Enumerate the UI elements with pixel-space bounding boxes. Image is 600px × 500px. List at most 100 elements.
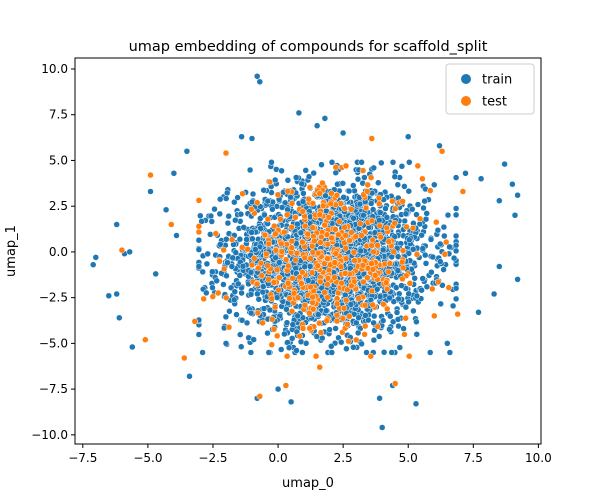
train-point: [437, 300, 444, 308]
train-point: [378, 159, 385, 167]
test-point: [306, 324, 313, 332]
train-point: [204, 250, 211, 258]
train-point: [375, 333, 383, 340]
test-point: [368, 217, 376, 225]
test-point: [328, 234, 335, 242]
train-point: [305, 173, 313, 180]
test-point: [369, 236, 376, 244]
train-point: [216, 195, 224, 203]
train-point: [249, 235, 256, 243]
train-point: [228, 263, 236, 270]
test-point: [389, 197, 396, 205]
test-point: [375, 194, 383, 202]
test-point: [385, 238, 393, 245]
test-point: [406, 280, 414, 287]
train-point: [207, 231, 214, 238]
train-point: [376, 217, 383, 224]
test-point: [266, 178, 274, 186]
test-point: [301, 301, 309, 309]
y-tick-label: 10.0: [41, 62, 68, 76]
test-point: [383, 224, 391, 232]
train-point: [237, 210, 245, 218]
train-point: [386, 326, 393, 333]
train-point: [406, 236, 413, 244]
test-point: [368, 287, 376, 295]
test-point: [307, 255, 314, 262]
train-point: [413, 318, 420, 326]
train-point: [293, 347, 300, 354]
test-point: [332, 226, 339, 233]
train-point: [420, 204, 427, 212]
train-point: [339, 129, 347, 137]
train-point: [449, 302, 457, 310]
legend-label-test: test: [482, 95, 507, 110]
test-point: [209, 293, 217, 300]
test-point: [283, 240, 290, 248]
test-point: [334, 289, 342, 297]
train-point: [92, 254, 100, 261]
test-point: [268, 341, 276, 348]
test-point: [321, 221, 328, 229]
train-point: [231, 198, 238, 206]
y-tick-label: −2.5: [39, 291, 68, 305]
train-point: [287, 398, 295, 406]
test-point: [324, 275, 332, 282]
train-point: [249, 190, 257, 198]
test-point: [278, 240, 285, 248]
train-point: [229, 254, 236, 262]
train-point: [257, 215, 264, 222]
train-point: [301, 263, 308, 270]
test-point: [268, 316, 276, 323]
test-point: [324, 281, 331, 288]
ticks-layer: −7.5 −5.0 −2.5 0.0 2.5 5.0 7.5 10.0−10.0−7.5−5.…: [31, 62, 552, 465]
test-point: [265, 276, 272, 283]
train-point: [294, 312, 301, 320]
train-point: [292, 174, 300, 181]
train-point: [441, 232, 448, 240]
test-point: [374, 242, 381, 249]
train-point: [277, 346, 285, 353]
train-point: [247, 269, 255, 276]
train-point: [236, 272, 244, 279]
train-point: [295, 109, 303, 117]
test-point: [364, 274, 371, 281]
train-point: [225, 212, 232, 220]
test-point: [401, 331, 408, 338]
test-point: [360, 278, 367, 286]
test-point: [333, 317, 341, 325]
train-point: [360, 211, 367, 219]
test-point: [220, 265, 228, 273]
train-point: [413, 292, 421, 300]
train-point: [386, 294, 393, 302]
train-point: [284, 177, 292, 184]
test-point: [317, 329, 325, 336]
test-point: [416, 215, 424, 223]
train-point: [246, 166, 254, 174]
test-point: [386, 260, 394, 267]
train-point: [350, 344, 357, 351]
train-point: [273, 294, 281, 301]
test-point: [273, 332, 281, 340]
test-point: [259, 319, 266, 327]
test-point: [341, 224, 348, 231]
x-tick-label: 7.5: [464, 451, 483, 465]
train-point: [357, 247, 365, 255]
train-point: [428, 268, 435, 276]
train-point: [462, 170, 469, 177]
test-point: [383, 305, 391, 313]
train-point: [405, 298, 412, 306]
train-point: [285, 344, 293, 351]
test-point: [338, 279, 345, 287]
train-point: [444, 211, 452, 219]
train-point: [437, 258, 444, 265]
test-point: [342, 255, 350, 262]
test-point: [248, 261, 256, 269]
train-point: [367, 200, 375, 207]
train-point: [452, 205, 460, 212]
test-point: [319, 179, 326, 187]
test-point: [414, 162, 422, 170]
train-point: [409, 205, 416, 213]
test-point: [239, 190, 246, 197]
train-point: [509, 180, 516, 188]
train-point: [208, 218, 216, 225]
